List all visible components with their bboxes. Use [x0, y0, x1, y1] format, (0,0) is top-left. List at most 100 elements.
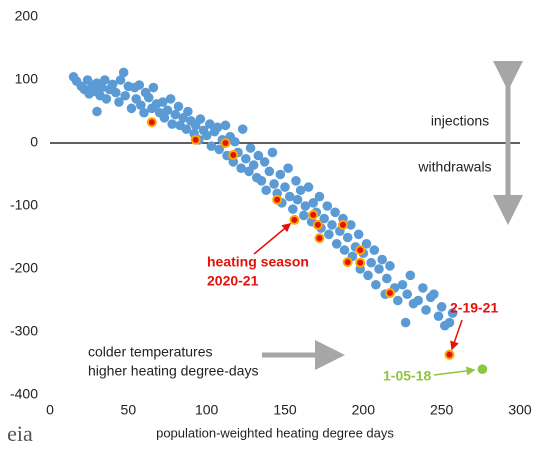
- point: [253, 150, 264, 161]
- point: [107, 79, 118, 90]
- x-tick-label: 150: [273, 402, 297, 418]
- point: [342, 232, 353, 243]
- point: [402, 289, 413, 300]
- point: [236, 163, 246, 173]
- annotation: 2020-21: [207, 273, 259, 289]
- point: [173, 101, 184, 112]
- point: [291, 176, 301, 186]
- point: [308, 198, 319, 208]
- point: [228, 157, 239, 167]
- point: [444, 349, 455, 360]
- point: [429, 289, 439, 300]
- point: [96, 82, 107, 93]
- point: [237, 124, 248, 134]
- point: [118, 67, 129, 78]
- point: [322, 201, 333, 211]
- point: [418, 283, 428, 293]
- point: [183, 106, 193, 117]
- point: [377, 254, 387, 265]
- point: [355, 245, 366, 256]
- point: [405, 270, 416, 281]
- x-tick-label: 100: [195, 402, 219, 418]
- point: [284, 191, 295, 202]
- point: [115, 75, 126, 85]
- point: [272, 194, 283, 205]
- point: [308, 209, 319, 220]
- x-tick-label: 0: [46, 402, 54, 418]
- point: [312, 219, 323, 230]
- annotation: withdrawals: [417, 159, 491, 175]
- point: [330, 207, 340, 218]
- point: [355, 257, 366, 268]
- point: [366, 257, 376, 268]
- point: [369, 245, 380, 255]
- point: [264, 166, 275, 177]
- point: [292, 194, 303, 205]
- point: [436, 302, 447, 312]
- point: [162, 105, 173, 116]
- point: [241, 153, 251, 164]
- point: [339, 245, 350, 255]
- plot: -400 -300 -200 -100 0 100 200 0 50 100 150 200 250 30…: [10, 8, 532, 418]
- point: [363, 270, 373, 281]
- y-tick-label: -400: [10, 386, 38, 402]
- point: [146, 117, 157, 128]
- point: [228, 149, 239, 160]
- point: [101, 94, 112, 104]
- annotation: heating season: [207, 254, 309, 270]
- point: [111, 87, 121, 98]
- point: [303, 182, 314, 192]
- arrow: [450, 319, 463, 351]
- point: [220, 120, 231, 131]
- arrow: [253, 223, 292, 255]
- point: [261, 185, 272, 196]
- point: [353, 229, 364, 240]
- point: [288, 204, 298, 214]
- point: [259, 157, 270, 167]
- point: [159, 113, 170, 123]
- point: [139, 107, 149, 118]
- point: [447, 308, 458, 318]
- point: [126, 103, 137, 114]
- point: [444, 317, 455, 328]
- point: [205, 119, 215, 129]
- point: [283, 163, 293, 173]
- point: [433, 311, 444, 322]
- y-tick-label: 200: [15, 8, 39, 24]
- point: [165, 94, 176, 104]
- point: [421, 305, 431, 315]
- y-tick-label: 0: [30, 134, 38, 150]
- point: [314, 191, 325, 202]
- point: [100, 75, 110, 85]
- point: [181, 124, 192, 134]
- x-tick-label: 200: [352, 402, 376, 418]
- point: [361, 239, 372, 249]
- point: [374, 264, 384, 274]
- annotation: injections: [431, 113, 489, 129]
- annotation: 1-05-18: [383, 368, 431, 384]
- logo: eia: [7, 421, 33, 446]
- y-tick-label: -100: [10, 197, 38, 213]
- point: [89, 81, 99, 92]
- point: [230, 136, 240, 147]
- annotation: higher heating degree-days: [88, 363, 258, 379]
- point: [201, 130, 212, 141]
- point: [337, 219, 348, 230]
- point: [148, 82, 159, 93]
- point: [319, 213, 329, 224]
- point: [214, 144, 224, 155]
- point: [289, 214, 300, 225]
- point: [331, 239, 342, 249]
- annotation: 2-19-21: [450, 300, 498, 316]
- point: [295, 185, 306, 196]
- x-tick-label: 250: [430, 402, 454, 418]
- point: [248, 160, 259, 170]
- point: [267, 147, 278, 158]
- point: [269, 179, 279, 189]
- point: [158, 97, 168, 107]
- x-tick-label: 50: [121, 402, 137, 418]
- point: [477, 364, 488, 374]
- point: [120, 90, 130, 101]
- point: [382, 273, 392, 284]
- point: [393, 295, 403, 306]
